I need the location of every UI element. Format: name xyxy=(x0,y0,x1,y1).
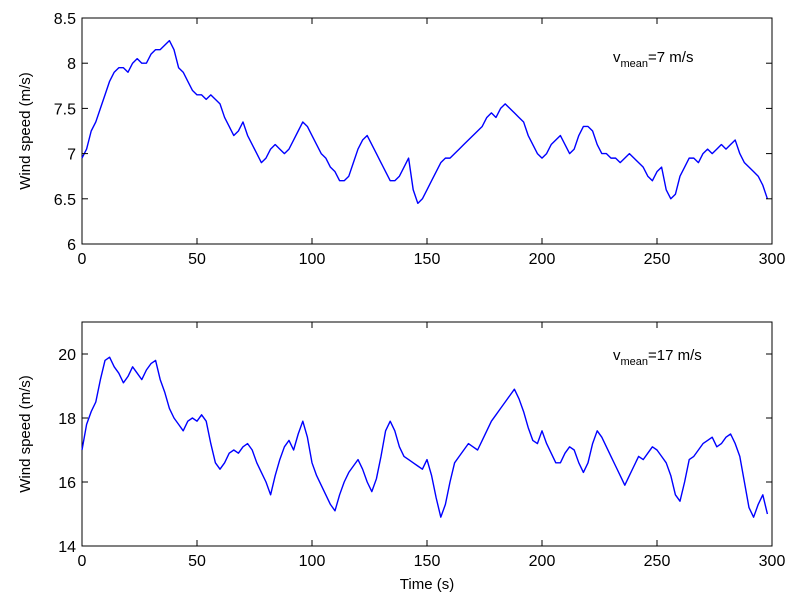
x-tick-label: 300 xyxy=(759,553,786,570)
y-tick-label: 7.5 xyxy=(54,101,76,118)
y-axis-label: Wind speed (m/s) xyxy=(17,375,34,493)
series-line-group xyxy=(81,39,769,205)
x-tick-label: 150 xyxy=(414,251,441,268)
y-tick-label: 7 xyxy=(67,147,76,164)
x-tick-label: 300 xyxy=(759,251,786,268)
x-axis-label: Time (s) xyxy=(400,576,454,593)
x-tick-label: 100 xyxy=(299,251,326,268)
y-tick-label: 16 xyxy=(58,475,76,492)
y-tick-label: 14 xyxy=(58,539,76,556)
x-tick-label: 0 xyxy=(78,553,87,570)
y-tick-label: 8.5 xyxy=(54,11,76,28)
y-tick-label: 20 xyxy=(58,347,76,364)
y-tick-label: 6 xyxy=(67,237,76,254)
x-tick-group: 0 50 100 150 200 250 300 xyxy=(78,18,786,268)
y-axis-label: Wind speed (m/s) xyxy=(17,72,34,190)
annotation-prefix: v xyxy=(613,347,621,364)
x-tick-label: 250 xyxy=(644,553,671,570)
x-tick-label: 250 xyxy=(644,251,671,268)
wind-speed-plot-17ms: 0 50 100 150 200 250 300 14 16 18 20 Wind speed (… xyxy=(17,321,786,593)
x-tick-label: 200 xyxy=(529,251,556,268)
annotation-vmean: vmean=17 m/s xyxy=(613,347,702,368)
annotation-vmean: vmean=7 m/s xyxy=(613,49,693,70)
y-tick-group: 6 6.5 7 7.5 8 8.5 xyxy=(54,11,772,254)
x-tick-label: 50 xyxy=(188,251,206,268)
annotation-prefix: v xyxy=(613,49,621,66)
annotation-subscript: mean xyxy=(621,58,649,70)
annotation-suffix: =17 m/s xyxy=(648,347,702,364)
x-tick-label: 50 xyxy=(188,553,206,570)
wind-speed-plot-7ms: 0 50 100 150 200 250 300 6 6.5 7 7.5 8 8.5 Wind spe… xyxy=(17,11,785,268)
y-tick-group: 14 16 18 20 xyxy=(58,347,772,556)
series-line-group xyxy=(81,356,769,518)
x-tick-label: 150 xyxy=(414,553,441,570)
y-tick-label: 8 xyxy=(67,56,76,73)
wind-speed-series-line xyxy=(81,39,769,205)
y-tick-label: 6.5 xyxy=(54,192,76,209)
axes-frame xyxy=(81,321,773,547)
axes-frame xyxy=(81,17,773,245)
x-tick-label: 200 xyxy=(529,553,556,570)
x-tick-label: 100 xyxy=(299,553,326,570)
x-tick-group: 0 50 100 150 200 250 300 xyxy=(78,322,786,570)
annotation-suffix: =7 m/s xyxy=(648,49,693,66)
annotation-subscript: mean xyxy=(621,356,649,368)
y-tick-label: 18 xyxy=(58,411,76,428)
x-tick-label: 0 xyxy=(78,251,87,268)
wind-speed-series-line xyxy=(81,356,769,518)
